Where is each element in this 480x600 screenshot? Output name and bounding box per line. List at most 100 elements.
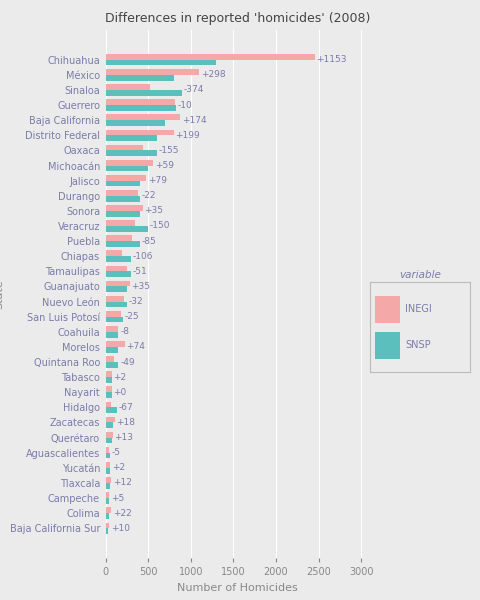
Bar: [106, 60, 216, 65]
Text: +18: +18: [117, 418, 135, 427]
Text: +13: +13: [114, 433, 133, 442]
Bar: [106, 286, 127, 292]
Bar: [106, 422, 113, 428]
Text: +10: +10: [111, 524, 130, 533]
Text: SNSP: SNSP: [405, 340, 431, 350]
Bar: [106, 341, 125, 347]
Text: +0: +0: [113, 388, 127, 397]
Bar: [106, 250, 122, 256]
Text: +74: +74: [126, 343, 145, 352]
Text: +5: +5: [111, 494, 124, 503]
Bar: [106, 356, 114, 362]
Bar: [106, 226, 148, 232]
Bar: [106, 513, 109, 519]
Bar: [106, 508, 111, 513]
Bar: [106, 417, 115, 422]
Bar: [106, 181, 140, 187]
Bar: [106, 100, 175, 105]
Bar: [106, 392, 111, 398]
Bar: [106, 120, 165, 126]
Text: -32: -32: [129, 297, 143, 306]
Bar: [106, 130, 174, 136]
Text: -51: -51: [133, 267, 148, 276]
Bar: [106, 371, 112, 377]
Text: +79: +79: [148, 176, 167, 185]
Bar: [106, 266, 127, 271]
Text: +22: +22: [113, 509, 132, 518]
Bar: [106, 447, 109, 452]
Bar: [106, 528, 108, 534]
Text: -67: -67: [119, 403, 133, 412]
Text: -49: -49: [120, 358, 135, 367]
Bar: [106, 523, 109, 528]
Bar: [106, 483, 110, 488]
Bar: [106, 407, 117, 413]
X-axis label: Number of Homicides: Number of Homicides: [177, 583, 298, 593]
Bar: [106, 205, 143, 211]
Bar: [106, 136, 156, 141]
Bar: [106, 145, 144, 151]
Bar: [106, 377, 111, 383]
Text: +2: +2: [113, 373, 127, 382]
Bar: [106, 256, 131, 262]
Bar: [106, 69, 199, 75]
Title: Differences in reported 'homicides' (2008): Differences in reported 'homicides' (200…: [105, 11, 370, 25]
Text: -155: -155: [158, 146, 179, 155]
Bar: [106, 347, 119, 353]
Bar: [106, 452, 110, 458]
Bar: [106, 196, 140, 202]
Bar: [106, 311, 120, 317]
Bar: [106, 105, 176, 111]
Text: +298: +298: [201, 70, 226, 79]
Bar: [106, 115, 180, 120]
Bar: [106, 437, 111, 443]
Bar: [106, 75, 174, 80]
Bar: [106, 386, 111, 392]
Text: -8: -8: [120, 327, 129, 336]
Text: +59: +59: [155, 161, 174, 170]
Bar: [106, 190, 138, 196]
Bar: [106, 492, 109, 498]
Text: variable: variable: [399, 270, 441, 280]
Bar: [106, 235, 132, 241]
Bar: [106, 468, 110, 473]
Text: +1153: +1153: [316, 55, 347, 64]
Bar: [106, 401, 111, 407]
Text: +174: +174: [182, 116, 206, 125]
Text: -10: -10: [178, 101, 193, 110]
Bar: [106, 166, 148, 171]
Bar: [106, 90, 182, 96]
Text: +35: +35: [144, 206, 163, 215]
Bar: [106, 332, 119, 338]
Text: -106: -106: [133, 252, 153, 261]
Bar: [106, 477, 111, 483]
Bar: [106, 160, 153, 166]
Bar: [106, 84, 150, 90]
Bar: [106, 54, 314, 60]
Text: -22: -22: [142, 191, 156, 200]
Bar: [375, 331, 400, 358]
Bar: [375, 295, 400, 323]
Bar: [106, 362, 119, 368]
Bar: [106, 175, 146, 181]
Bar: [106, 302, 127, 307]
Text: -150: -150: [150, 221, 170, 230]
Bar: [106, 241, 140, 247]
Bar: [106, 271, 131, 277]
Text: +12: +12: [113, 478, 132, 487]
Bar: [106, 211, 140, 217]
Text: INEGI: INEGI: [405, 304, 432, 314]
Text: +35: +35: [132, 282, 151, 291]
Y-axis label: State: State: [0, 279, 4, 309]
Text: +2: +2: [112, 463, 125, 472]
Bar: [106, 317, 122, 322]
Text: -374: -374: [184, 85, 204, 94]
Bar: [106, 462, 110, 468]
Bar: [106, 296, 124, 302]
Text: -85: -85: [142, 236, 156, 245]
Text: -5: -5: [111, 448, 120, 457]
Bar: [106, 326, 118, 332]
Bar: [106, 432, 113, 437]
Bar: [106, 220, 135, 226]
Text: -25: -25: [124, 312, 139, 321]
